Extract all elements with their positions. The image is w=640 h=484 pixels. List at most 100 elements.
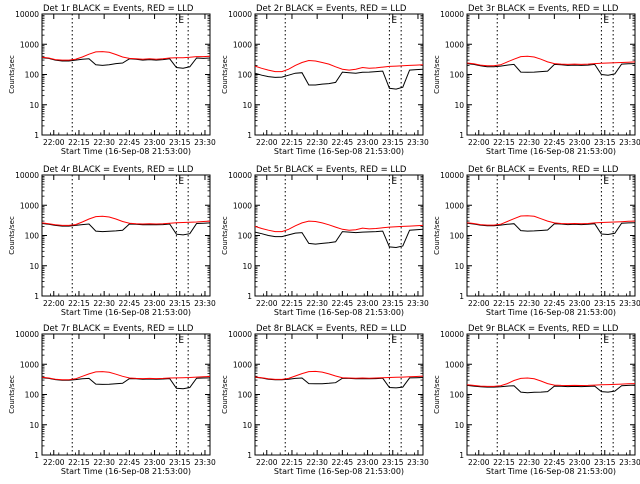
plot-frame — [254, 13, 424, 136]
marker-label: E — [603, 336, 609, 346]
x-tick-label: 22:15 — [493, 458, 515, 467]
series-line-events — [41, 222, 211, 236]
x-tick-label: 23:15 — [169, 138, 191, 147]
x-tick-label: 23:30 — [619, 458, 640, 467]
x-tick-label: 23:00 — [144, 458, 166, 467]
y-tick-label: 1000 — [445, 360, 464, 369]
x-tick-label: 22:45 — [332, 299, 354, 308]
y-tick-label: 1000 — [20, 40, 39, 49]
y-tick-label: 10000 — [15, 10, 39, 19]
x-tick-label: 22:15 — [493, 299, 515, 308]
x-tick-label: 22:00 — [468, 299, 490, 308]
x-tick-label: 22:00 — [256, 458, 278, 467]
x-tick-label: 22:00 — [468, 458, 490, 467]
y-tick-label: 10000 — [228, 330, 252, 339]
x-tick-label: 22:30 — [518, 138, 540, 147]
series-line-events — [41, 57, 211, 69]
x-tick-label: 23:15 — [382, 299, 404, 308]
x-tick-label: 23:30 — [619, 299, 640, 308]
y-tick-label: 10 — [454, 421, 464, 430]
x-tick-label: 22:30 — [93, 138, 115, 147]
y-tick-label: 100 — [450, 71, 465, 80]
x-tick-label: 22:00 — [256, 138, 278, 147]
y-tick-label: 100 — [25, 391, 40, 400]
y-tick-label: 10 — [242, 101, 252, 110]
x-tick-label: 23:00 — [569, 299, 591, 308]
panel-title: Det 3r BLACK = Events, RED = LLD — [468, 4, 619, 14]
x-tick-label: 23:00 — [357, 299, 379, 308]
y-tick-label: 10 — [242, 262, 252, 271]
y-tick-label: 10000 — [228, 171, 252, 180]
y-tick-label: 10 — [29, 421, 39, 430]
x-tick-label: 22:30 — [93, 458, 115, 467]
x-tick-label: 22:15 — [281, 299, 303, 308]
x-axis-label: Start Time (16-Sep-08 21:53:00) — [274, 147, 404, 156]
x-tick-label: 22:30 — [306, 138, 328, 147]
x-tick-label: 23:30 — [407, 138, 429, 147]
series-line-events — [466, 384, 636, 394]
plot-frame — [254, 333, 424, 456]
panel-9: Det 9r BLACK = Events, RED = LLD 1 10 100 10… — [433, 324, 640, 476]
panel-6: Det 6r BLACK = Events, RED = LLD 1 10 100 10… — [433, 165, 640, 317]
series-line-events — [466, 63, 636, 76]
marker-label: E — [391, 336, 397, 346]
y-axis-label: Counts/sec — [433, 216, 441, 255]
x-tick-label: 22:00 — [43, 299, 65, 308]
y-tick-label: 100 — [238, 391, 253, 400]
x-tick-label: 22:15 — [281, 138, 303, 147]
series-line-lld — [466, 55, 636, 67]
x-axis-label: Start Time (16-Sep-08 21:53:00) — [486, 467, 616, 476]
y-tick-label: 1 — [459, 131, 464, 140]
x-tick-label: 23:15 — [594, 138, 616, 147]
x-tick-label: 23:15 — [382, 138, 404, 147]
x-tick-label: 23:30 — [619, 138, 640, 147]
x-tick-label: 22:45 — [544, 299, 566, 308]
x-tick-label: 22:45 — [119, 458, 141, 467]
y-axis-label: Counts/sec — [433, 375, 441, 414]
x-tick-label: 23:30 — [194, 138, 216, 147]
y-tick-label: 1000 — [233, 201, 252, 210]
x-axis-label: Start Time (16-Sep-08 21:53:00) — [274, 308, 404, 317]
series-line-lld — [466, 215, 636, 226]
x-tick-label: 23:00 — [569, 458, 591, 467]
y-tick-label: 100 — [25, 232, 40, 241]
panel-3: Det 3r BLACK = Events, RED = LLD 1 10 100 10… — [433, 4, 640, 156]
panel-8: Det 8r BLACK = Events, RED = LLD 1 10 100 10… — [221, 324, 429, 476]
x-tick-label: 22:15 — [68, 138, 90, 147]
y-tick-label: 1 — [247, 131, 252, 140]
y-tick-label: 10000 — [440, 171, 464, 180]
plot-frame — [466, 174, 636, 297]
y-tick-label: 10 — [29, 262, 39, 271]
series-line-lld — [41, 371, 211, 381]
x-tick-label: 22:00 — [256, 299, 278, 308]
x-axis-label: Start Time (16-Sep-08 21:53:00) — [486, 147, 616, 156]
x-tick-label: 22:00 — [468, 138, 490, 147]
y-tick-label: 100 — [450, 391, 465, 400]
y-tick-label: 10 — [29, 101, 39, 110]
x-tick-label: 23:15 — [382, 458, 404, 467]
panel-1: Det 1r BLACK = Events, RED = LLD 1 10 100 10… — [8, 4, 216, 156]
x-tick-label: 22:45 — [119, 299, 141, 308]
x-tick-label: 23:30 — [194, 299, 216, 308]
x-tick-label: 22:00 — [43, 138, 65, 147]
x-tick-label: 22:30 — [93, 299, 115, 308]
y-tick-label: 1 — [34, 131, 39, 140]
series-line-events — [41, 377, 211, 390]
series-line-lld — [466, 377, 636, 387]
y-tick-label: 1 — [247, 451, 252, 460]
x-tick-label: 22:15 — [281, 458, 303, 467]
panel-title: Det 9r BLACK = Events, RED = LLD — [468, 324, 619, 334]
marker-label: E — [603, 16, 609, 26]
y-axis-label: Counts/sec — [8, 216, 16, 255]
x-tick-label: 22:15 — [68, 299, 90, 308]
x-tick-label: 23:00 — [144, 138, 166, 147]
panel-title: Det 7r BLACK = Events, RED = LLD — [43, 324, 194, 334]
y-tick-label: 10000 — [15, 171, 39, 180]
plot-frame — [466, 333, 636, 456]
y-axis-label: Counts/sec — [221, 216, 229, 255]
panel-4: Det 4r BLACK = Events, RED = LLD 1 10 100 10… — [8, 165, 216, 317]
x-axis-label: Start Time (16-Sep-08 21:53:00) — [274, 467, 404, 476]
y-tick-label: 10 — [242, 421, 252, 430]
marker-label: E — [178, 336, 184, 346]
x-tick-label: 23:30 — [194, 458, 216, 467]
